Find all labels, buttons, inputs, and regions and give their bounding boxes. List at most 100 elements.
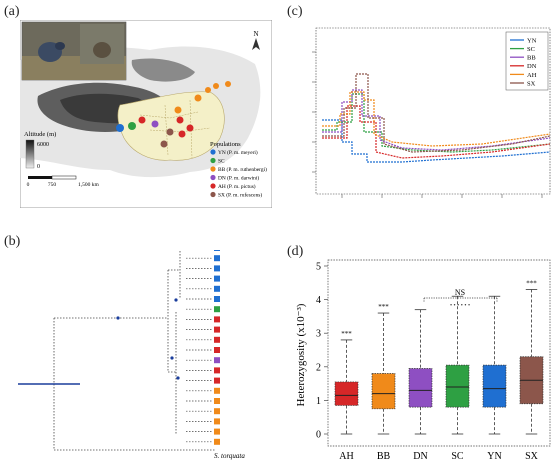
- significance-label-sx: ***: [526, 280, 537, 288]
- population-dot: [205, 87, 211, 93]
- tip-marker: [214, 250, 220, 251]
- tip-marker: [214, 357, 220, 364]
- scale-mark: 1,500 km: [78, 182, 100, 188]
- legend-label-bb: BB: [527, 55, 536, 62]
- ns-bracket: [423, 297, 498, 302]
- y-axis-label: Heterozygosity (x10⁻³): [295, 303, 307, 406]
- legend-label-ah: AH: [527, 72, 537, 79]
- significance-label-ah: ***: [341, 330, 352, 338]
- x-tick-label-sx: SX: [525, 451, 539, 462]
- legend-dot-bb: [210, 166, 216, 172]
- altitude-legend-title: Altitude (m): [24, 131, 56, 138]
- tip-marker: [214, 275, 220, 282]
- population-dot-ah: [176, 116, 184, 124]
- node-marker: [116, 316, 120, 320]
- map-panel: N Altitude (m) 6000 0 0 750 1,500 km Pop…: [20, 20, 272, 208]
- box-yn: [482, 364, 507, 408]
- tip-marker: [214, 387, 220, 394]
- y-tick-label: 5: [316, 262, 321, 273]
- box-ah: [334, 381, 359, 406]
- box-bb: [371, 373, 396, 410]
- node-marker: [170, 356, 174, 360]
- y-tick-label: 4: [316, 295, 321, 306]
- x-tick-label-yn: YN: [487, 451, 501, 462]
- chart-legend: [505, 31, 549, 91]
- legend-dot-ah: [210, 183, 216, 189]
- legend-label-sx: SX: [527, 80, 536, 87]
- panel-c-label: (c): [287, 4, 303, 19]
- altitude-colorbar: [25, 139, 35, 169]
- tip-marker: [214, 398, 220, 404]
- population-dot-sx: [166, 128, 174, 136]
- tip-marker: [214, 316, 220, 323]
- y-tick-label: 1: [316, 396, 321, 407]
- population-dot-dn: [151, 120, 159, 128]
- tip-marker: [214, 265, 220, 272]
- legend-item-ah: AH (P. m. pictus): [218, 183, 256, 190]
- y-tick-label: 0: [316, 430, 321, 441]
- x-tick-label-sc: SC: [451, 451, 464, 462]
- x-tick-label-bb: BB: [377, 451, 391, 462]
- phylogeny-panel: S. torquata: [18, 250, 245, 460]
- x-tick-label-dn: DN: [413, 451, 427, 462]
- north-label: N: [253, 30, 258, 38]
- population-dot: [160, 140, 168, 148]
- tip-marker: [214, 418, 220, 425]
- population-dot-sc: [128, 122, 136, 130]
- series-line-dn: [322, 105, 551, 159]
- series-line-bb: [322, 89, 551, 151]
- heterozygosity-boxplot: Heterozygosity (x10⁻³) 0 1 2 3 4 5 AH *** BB ***…: [295, 259, 551, 462]
- legend-dot-yn: [210, 149, 216, 155]
- population-dot-yn: [116, 124, 124, 132]
- tree-tips: [186, 250, 220, 445]
- tip-marker: [214, 326, 220, 333]
- tip-marker: [214, 408, 220, 415]
- tip-marker: [214, 347, 220, 353]
- series-line-yn: [322, 119, 551, 163]
- node-marker: [174, 298, 178, 302]
- significance-label-bb: ***: [378, 303, 389, 311]
- legend-item-bb: BB (P. m. ruthenbergi): [218, 166, 267, 173]
- tip-marker: [214, 296, 220, 302]
- altitude-max-label: 6000: [37, 142, 49, 148]
- population-dot-bb: [174, 106, 182, 114]
- scale-mark: 0: [27, 182, 30, 188]
- tip-marker: [214, 367, 220, 374]
- altitude-min-label: 0: [37, 164, 40, 170]
- tip-marker: [214, 428, 220, 435]
- tip-marker: [214, 306, 220, 313]
- series-line-sx: [322, 73, 551, 153]
- tip-marker: [214, 377, 220, 384]
- panel-d-label: (d): [287, 244, 304, 259]
- legend-item-sc: SC: [218, 159, 225, 165]
- legend-item-sx: SX (P. m. rufescens): [218, 192, 262, 199]
- population-dot: [194, 94, 202, 102]
- scale-bar: [28, 176, 52, 179]
- tip-marker: [214, 336, 220, 343]
- y-tick-label: 2: [316, 362, 321, 373]
- panel-b-label: (b): [4, 234, 21, 249]
- population-dot: [213, 83, 219, 89]
- population-dot: [186, 124, 194, 132]
- tip-marker: [214, 438, 220, 445]
- populations-legend-title: Populations: [210, 141, 241, 148]
- legend-label-sc: SC: [527, 46, 535, 53]
- legend-label-dn: DN: [527, 63, 537, 70]
- node-marker: [176, 376, 180, 380]
- tip-marker: [214, 255, 220, 262]
- legend-item-yn: YN (P. m. meyeri): [218, 149, 258, 156]
- series-line-ah: [322, 91, 551, 147]
- ns-label: NS: [455, 288, 465, 297]
- panel-a-label: (a): [4, 4, 20, 19]
- y-tick-label: 3: [316, 329, 321, 340]
- outgroup-label: S. torquata: [214, 452, 245, 460]
- population-dot: [138, 116, 146, 124]
- x-tick-label-ah: AH: [339, 451, 353, 462]
- scale-mark: 750: [48, 182, 57, 188]
- population-dot: [178, 130, 186, 138]
- tip-marker: [214, 285, 220, 292]
- legend-dot-sx: [210, 191, 216, 198]
- legend-dot-dn: [210, 174, 216, 181]
